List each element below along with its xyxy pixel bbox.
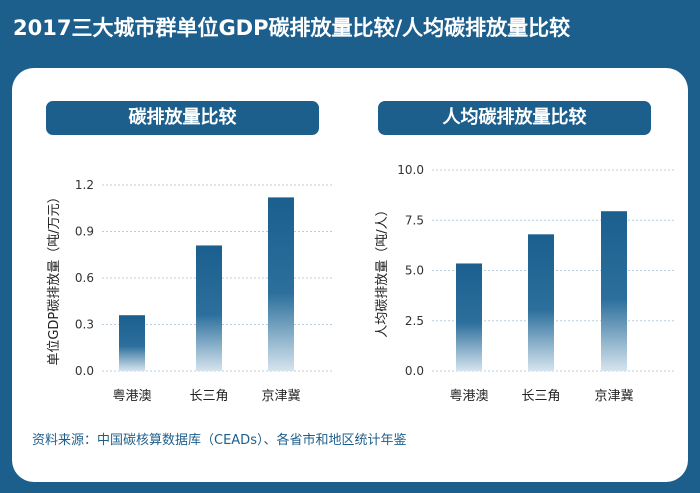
y-tick-label: 0.0 [75,364,94,378]
page-title: 2017三大城市群单位GDP碳排放量比较/人均碳排放量比较 [13,16,571,40]
y-tick-label: 0.6 [75,271,94,285]
bar [119,315,145,371]
category-label: 长三角 [189,389,228,404]
y-tick-label: 7.5 [405,213,424,227]
y-axis-label: 单位GDP碳排放量（吨/万元） [47,190,62,365]
data-source-note: 资料来源：中国碳核算数据库（CEADs）、各省市和地区统计年鉴 [32,433,407,448]
bar [456,263,482,371]
bar [601,211,627,371]
bar [528,234,554,371]
bar [268,197,294,371]
bar [196,245,222,371]
y-tick-label: 0.9 [75,225,94,239]
chart-title-gdp-emissions: 碳排放量比较 [46,101,319,135]
category-label: 京津冀 [261,388,300,404]
chart-panel: 碳排放量比较 人均碳排放量比较 0.0 0.3 0.6 0.9 1.2 单位GDP碳排放量… [12,68,688,482]
category-label: 长三角 [521,389,560,404]
category-label: 粤港澳 [449,388,488,404]
y-tick-label: 5.0 [405,264,424,278]
category-label: 京津冀 [594,388,633,404]
y-tick-label: 1.2 [75,178,94,192]
y-tick-label: 0.3 [75,318,94,332]
y-tick-label: 10.0 [397,163,424,177]
y-axis-label: 人均碳排放量（吨/人） [375,203,390,337]
y-tick-label: 0.0 [405,364,424,378]
bar-charts: 0.0 0.3 0.6 0.9 1.2 单位GDP碳排放量（吨/万元） 粤港澳 长三角 京津冀 0… [47,163,674,404]
category-label: 粤港澳 [112,388,151,404]
chart-title-per-capita-emissions: 人均碳排放量比较 [378,101,651,135]
y-tick-label: 2.5 [405,314,424,328]
